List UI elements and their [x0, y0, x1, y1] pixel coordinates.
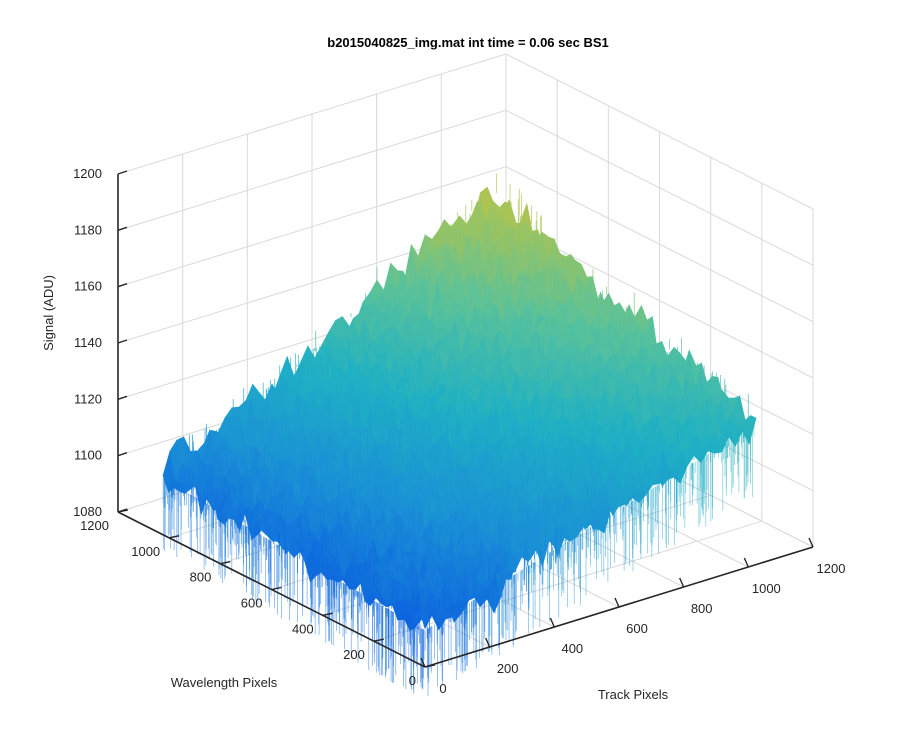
surface — [162, 173, 757, 696]
grid-line — [505, 109, 814, 266]
chart-title: b2015040825_img.mat int time = 0.06 sec … — [327, 35, 608, 50]
grid-line — [505, 53, 814, 210]
grid-line — [505, 166, 814, 323]
grid-line — [117, 166, 507, 288]
grid-line — [117, 53, 507, 175]
grid-line — [117, 109, 507, 231]
